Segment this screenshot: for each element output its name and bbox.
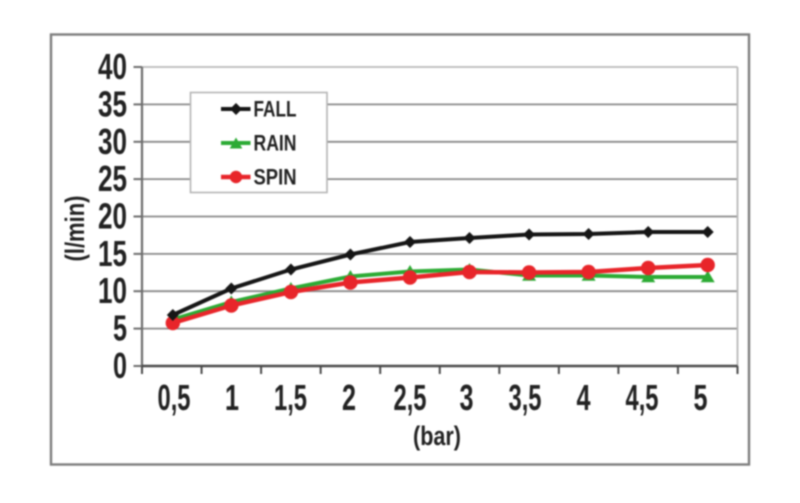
svg-text:3: 3 — [460, 377, 474, 418]
svg-text:0: 0 — [113, 345, 127, 386]
svg-text:35: 35 — [98, 83, 127, 124]
svg-text:4,5: 4,5 — [626, 377, 659, 418]
svg-text:RAIN: RAIN — [254, 131, 297, 156]
svg-text:3,5: 3,5 — [509, 377, 542, 418]
svg-text:10: 10 — [98, 270, 127, 311]
svg-text:SPIN: SPIN — [254, 165, 297, 190]
svg-text:FALL: FALL — [254, 97, 297, 122]
svg-text:5: 5 — [113, 308, 127, 349]
svg-text:15: 15 — [98, 233, 127, 274]
svg-text:1: 1 — [225, 377, 239, 418]
svg-text:(l/min): (l/min) — [60, 196, 90, 262]
svg-text:25: 25 — [98, 158, 127, 199]
svg-text:40: 40 — [98, 46, 127, 87]
svg-text:0,5: 0,5 — [158, 377, 191, 418]
svg-text:(bar): (bar) — [413, 421, 461, 451]
svg-text:2,5: 2,5 — [394, 377, 427, 418]
svg-text:20: 20 — [98, 196, 127, 237]
svg-text:5: 5 — [694, 377, 708, 418]
svg-text:2: 2 — [342, 377, 356, 418]
svg-text:1,5: 1,5 — [274, 377, 307, 418]
svg-text:4: 4 — [577, 377, 591, 418]
svg-text:30: 30 — [98, 121, 127, 162]
